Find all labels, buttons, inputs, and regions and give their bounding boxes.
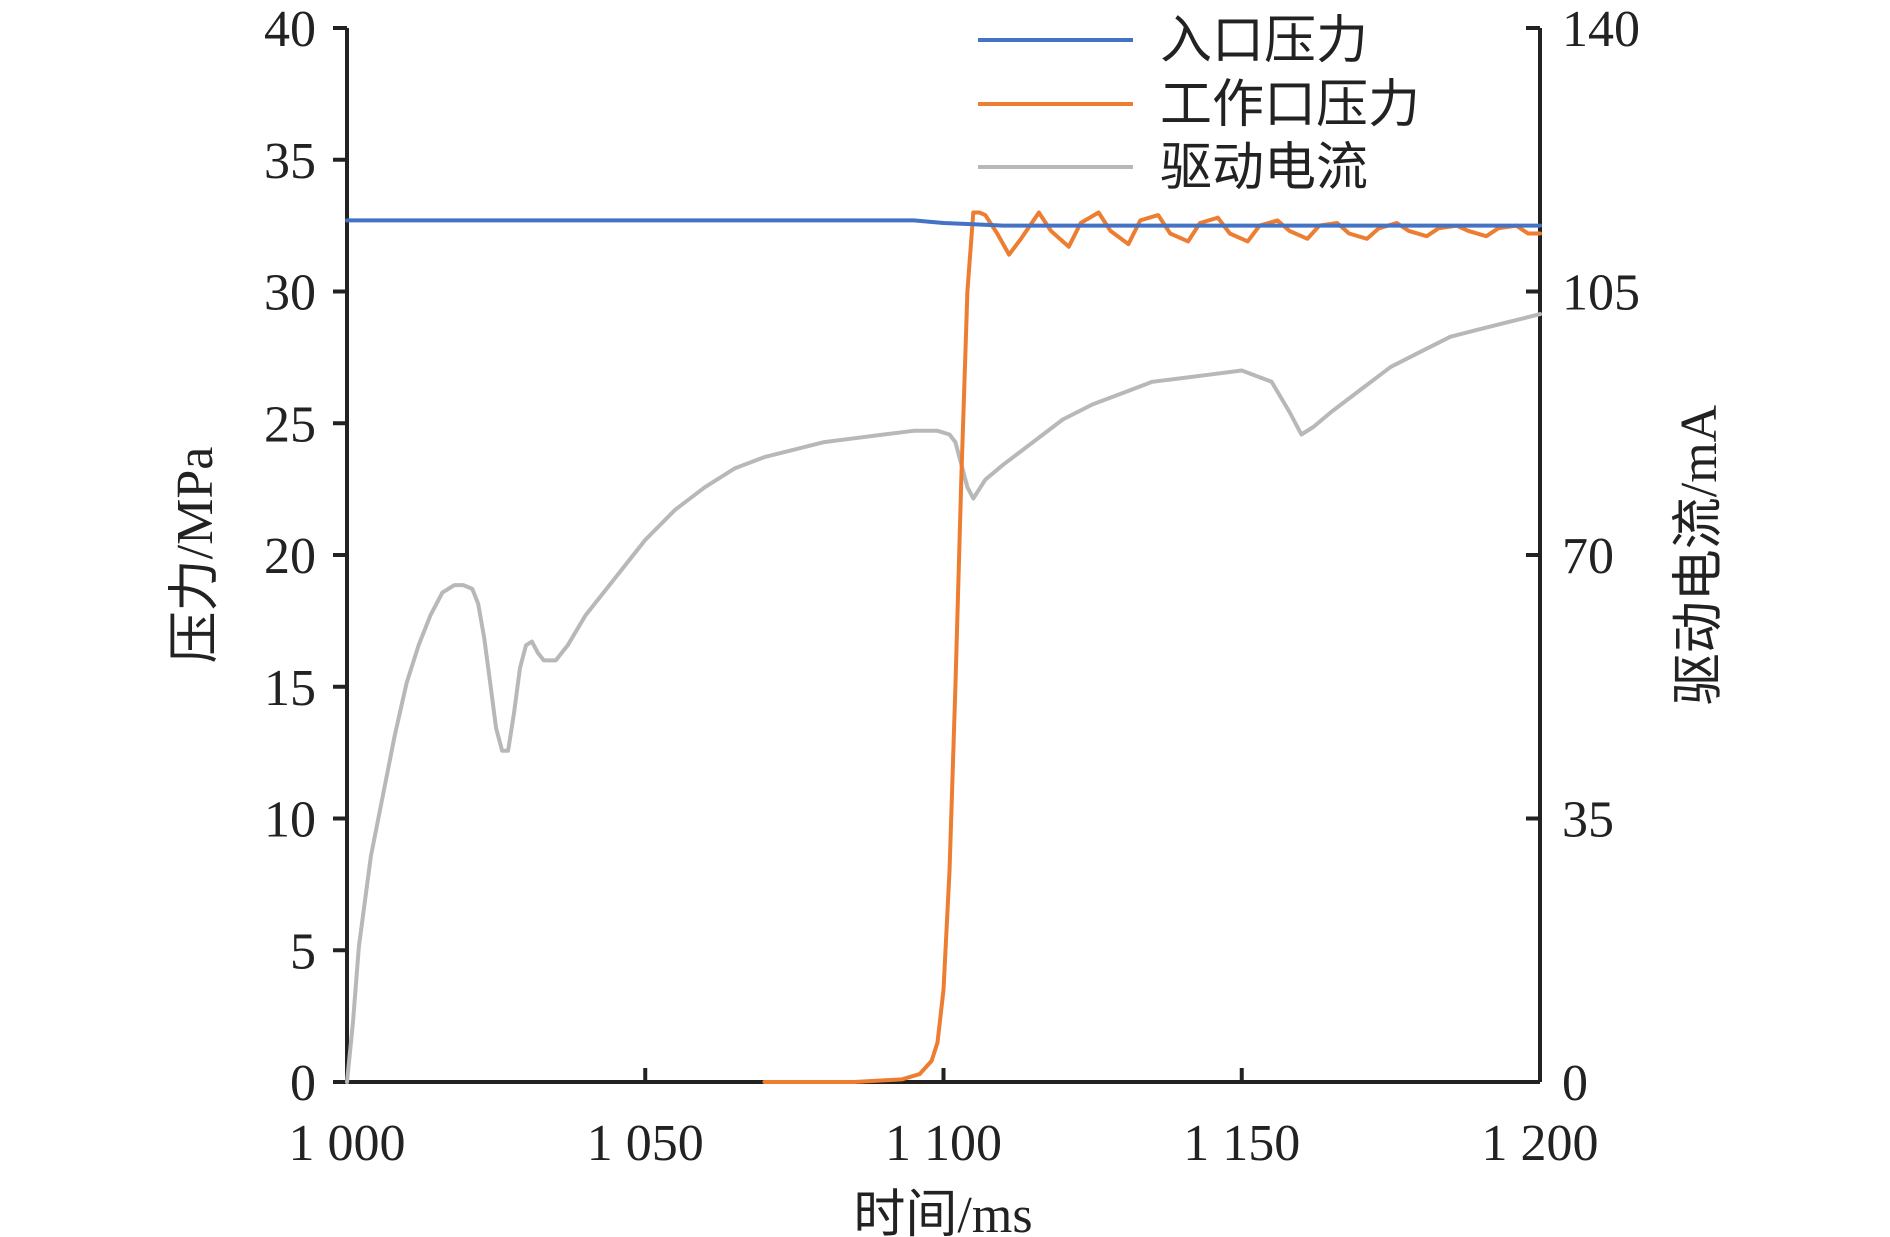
series-layer bbox=[345, 210, 1542, 1084]
legend-entry-drive-current: 驱动电流 bbox=[978, 140, 1368, 197]
work-port-pressure-line bbox=[762, 210, 1542, 1084]
x-tick-label: 1 100 bbox=[885, 1115, 1002, 1172]
right-y-tick-label: 140 bbox=[1562, 1, 1640, 58]
right-y-axis-title: 驱动电流/mA bbox=[1671, 404, 1728, 705]
legend-entry-work-port: 工作口压力 bbox=[978, 77, 1420, 134]
left-y-tick-label: 40 bbox=[264, 1, 316, 58]
legend-entry-inlet: 入口压力 bbox=[978, 13, 1368, 70]
x-tick-label: 1 000 bbox=[289, 1115, 406, 1172]
x-tick-label: 1 150 bbox=[1183, 1115, 1300, 1172]
legend-label-inlet-pressure: 入口压力 bbox=[1160, 13, 1368, 70]
right-y-tick-label: 0 bbox=[1562, 1055, 1588, 1112]
x-axis-ticks: 1 000 1 050 1 100 1 150 1 200 bbox=[289, 1068, 1599, 1172]
left-y-axis-ticks: 0 5 10 15 20 25 30 35 40 bbox=[264, 1, 347, 1112]
right-y-tick-label: 70 bbox=[1562, 528, 1614, 585]
x-axis-title: 时间/ms bbox=[853, 1187, 1032, 1237]
left-y-tick-label: 0 bbox=[290, 1055, 316, 1112]
x-tick-label: 1 050 bbox=[587, 1115, 704, 1172]
left-y-axis-title: 压力/MPa bbox=[167, 447, 224, 664]
inlet-pressure-line bbox=[345, 218, 1542, 228]
legend-label-drive-current: 驱动电流 bbox=[1160, 140, 1368, 197]
drive-current-line bbox=[345, 312, 1542, 1084]
left-y-tick-label: 35 bbox=[264, 133, 316, 190]
right-y-axis-ticks: 0 35 70 105 140 bbox=[1526, 1, 1640, 1112]
left-y-tick-label: 10 bbox=[264, 792, 316, 849]
left-y-tick-label: 20 bbox=[264, 528, 316, 585]
right-y-tick-label: 35 bbox=[1562, 792, 1614, 849]
left-y-tick-label: 5 bbox=[290, 923, 316, 980]
legend-label-work-port-pressure: 工作口压力 bbox=[1160, 77, 1420, 134]
right-y-tick-label: 105 bbox=[1562, 265, 1640, 322]
left-y-tick-label: 15 bbox=[264, 660, 316, 717]
left-y-tick-label: 30 bbox=[264, 265, 316, 322]
legend: 入口压力 工作口压力 驱动电流 bbox=[978, 13, 1420, 197]
left-y-tick-label: 25 bbox=[264, 396, 316, 453]
x-tick-label: 1 200 bbox=[1482, 1115, 1599, 1172]
